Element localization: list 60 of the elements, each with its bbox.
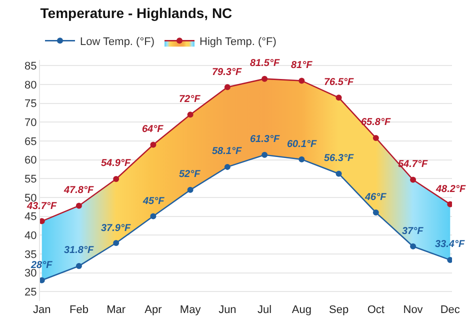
point bbox=[40, 277, 45, 284]
point bbox=[224, 164, 230, 170]
data-label: 31.8°F bbox=[64, 245, 94, 256]
point bbox=[262, 152, 268, 158]
x-tick-label: Aug bbox=[292, 304, 312, 316]
legend-label: High Temp. (°F) bbox=[200, 36, 276, 48]
data-label: 45°F bbox=[142, 196, 166, 207]
point bbox=[410, 243, 416, 250]
y-tick-label: 80 bbox=[24, 79, 37, 92]
data-label: 79.3°F bbox=[212, 67, 242, 78]
x-tick-label: Apr bbox=[144, 304, 162, 316]
x-tick-label: Jan bbox=[32, 304, 51, 316]
x-tick-label: Mar bbox=[106, 304, 126, 316]
data-label: 46°F bbox=[364, 192, 388, 203]
x-tick-label: Nov bbox=[403, 304, 424, 316]
data-label: 56.3°F bbox=[324, 153, 354, 164]
y-tick-label: 85 bbox=[24, 60, 37, 72]
legend-label: Low Temp. (°F) bbox=[80, 36, 154, 48]
x-tick-label: Jul bbox=[258, 304, 272, 316]
y-tick-label: 30 bbox=[24, 268, 37, 280]
data-label: 47.8°F bbox=[63, 185, 94, 196]
y-tick-label: 35 bbox=[24, 248, 37, 261]
data-label: 76.5°F bbox=[324, 77, 354, 88]
point bbox=[447, 256, 452, 263]
x-tick-label: Sep bbox=[329, 304, 349, 316]
y-tick-label: 65 bbox=[24, 136, 37, 148]
point bbox=[187, 186, 194, 193]
x-tick-label: Oct bbox=[367, 304, 384, 316]
y-tick-label: 55 bbox=[24, 173, 37, 186]
data-label: 43.7°F bbox=[26, 201, 58, 212]
y-tick-label: 40 bbox=[24, 230, 37, 242]
x-tick-label: Feb bbox=[69, 304, 88, 316]
point bbox=[113, 240, 120, 246]
point bbox=[298, 156, 305, 162]
data-label: 81°F bbox=[291, 60, 314, 71]
point bbox=[76, 262, 82, 269]
point bbox=[150, 213, 156, 220]
x-tick-label: Jun bbox=[218, 304, 236, 316]
chart-title: Temperature - Highlands, NC bbox=[40, 5, 232, 22]
y-tick-label: 60 bbox=[24, 154, 37, 167]
data-label: 48.2°F bbox=[435, 184, 466, 195]
y-tick-label: 25 bbox=[24, 286, 37, 298]
data-label: 58.1°F bbox=[212, 146, 242, 157]
data-label: 37°F bbox=[402, 226, 424, 237]
data-label: 60.1°F bbox=[287, 139, 318, 150]
data-label: 72°F bbox=[179, 94, 202, 105]
data-label: 54.9°F bbox=[101, 158, 132, 169]
data-label: 64°F bbox=[142, 124, 164, 135]
point bbox=[372, 210, 379, 216]
data-label: 61.3°F bbox=[250, 134, 280, 145]
y-tick-label: 75 bbox=[24, 98, 37, 110]
x-tick-label: Dec bbox=[440, 304, 460, 316]
x-tick-label: May bbox=[180, 304, 202, 316]
y-tick-label: 70 bbox=[24, 116, 37, 129]
data-label: 52°F bbox=[179, 169, 202, 180]
y-tick-label: 45 bbox=[24, 211, 37, 224]
data-label: 81.5°F bbox=[250, 58, 280, 69]
point bbox=[336, 170, 342, 177]
data-label: 37.9°F bbox=[101, 223, 132, 234]
data-label: 65.8°F bbox=[361, 117, 392, 128]
